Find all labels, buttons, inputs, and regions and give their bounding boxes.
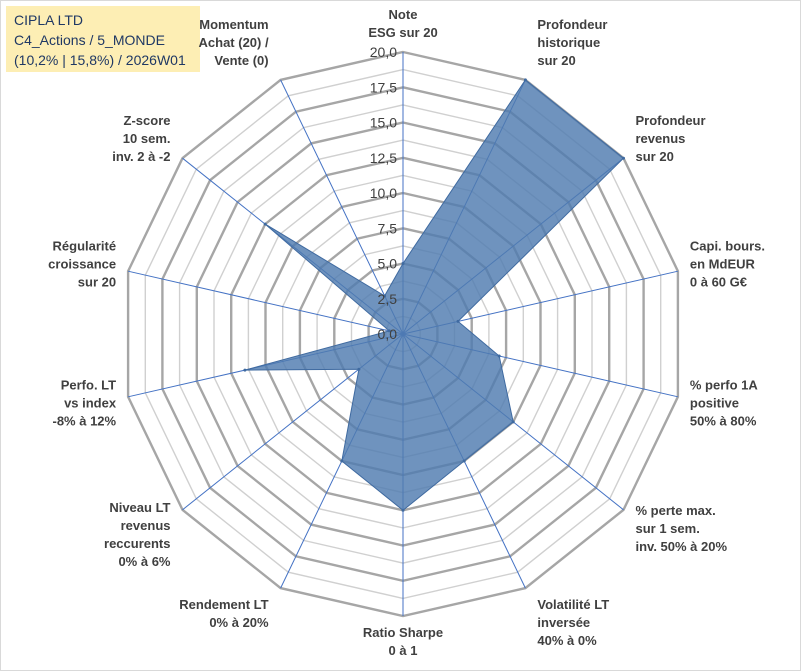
category-label: % perfo 1A positive 50% à 80% bbox=[690, 378, 759, 429]
category-label-line: revenus bbox=[121, 518, 171, 533]
category-label-line: 0 à 60 G€ bbox=[690, 274, 747, 289]
category-label: Régularité croissance sur 20 bbox=[48, 238, 116, 289]
radial-tick-label: 5,0 bbox=[378, 256, 398, 272]
category-label-line: % perte max. bbox=[636, 503, 716, 518]
category-label-line: ESG sur 20 bbox=[368, 25, 437, 40]
data-point bbox=[263, 222, 267, 226]
category-label-line: historique bbox=[537, 35, 600, 50]
category-label: Note ESG sur 20 bbox=[368, 7, 437, 40]
radial-tick-label: 15,0 bbox=[370, 115, 397, 131]
category-label-line: 50% à 80% bbox=[690, 414, 757, 429]
category-label-line: -8% à 12% bbox=[53, 414, 117, 429]
category-label-line: Régularité bbox=[53, 238, 117, 253]
data-point bbox=[456, 319, 460, 323]
category-label-line: Z-score bbox=[124, 113, 171, 128]
category-labels: Note ESG sur 20 Profondeur historique sur 20… bbox=[48, 7, 765, 658]
radial-tick-label: 10,0 bbox=[370, 185, 397, 201]
category-label-line: vs index bbox=[64, 396, 117, 411]
category-label-line: 10 sem. bbox=[123, 131, 171, 146]
axis-spoke bbox=[280, 79, 404, 335]
data-point bbox=[401, 508, 405, 512]
category-label-line: sur 20 bbox=[636, 149, 674, 164]
category-label-line: Vente (0) bbox=[214, 53, 268, 68]
category-label-line: 0 à 1 bbox=[389, 643, 418, 658]
category-label: Ratio Sharpe 0 à 1 bbox=[363, 625, 443, 658]
category-label: Niveau LT revenus reccurents 0% à 6% bbox=[104, 500, 171, 569]
category-label-line: inversée bbox=[537, 615, 590, 630]
category-label-line: Rendement LT bbox=[179, 597, 268, 612]
category-label: Rendement LT 0% à 20% bbox=[179, 597, 269, 630]
category-label-line: Momentum bbox=[199, 17, 268, 32]
category-label-line: 0% à 20% bbox=[209, 615, 269, 630]
data-point bbox=[497, 354, 501, 358]
data-point bbox=[243, 368, 247, 372]
category-label-line: croissance bbox=[48, 256, 116, 271]
category-label-line: Ratio Sharpe bbox=[363, 625, 443, 640]
category-label: Volatilité LT inversée 40% à 0% bbox=[537, 597, 609, 648]
category-label: C4_Actions / 5_MONDE bbox=[14, 32, 165, 48]
data-point bbox=[511, 420, 515, 424]
company-name: CIPLA LTD bbox=[14, 12, 83, 28]
data-area-series bbox=[244, 79, 625, 511]
category-label-line: Note bbox=[389, 7, 418, 22]
category-label-line: % perfo 1A bbox=[690, 378, 759, 393]
category-label-line: Profondeur bbox=[537, 17, 607, 32]
data-point bbox=[387, 329, 391, 333]
category-label-line: Perfo. LT bbox=[61, 378, 116, 393]
radial-ticks: 0,0 2,5 5,0 7,5 10,0 12,5 15,0 17,5 20,0 bbox=[370, 44, 397, 342]
category-label-line: 0% à 6% bbox=[118, 554, 170, 569]
category-label: Capi. bours. en MdEUR 0 à 60 G€ bbox=[690, 238, 765, 289]
radial-tick-label: 12,5 bbox=[370, 150, 397, 166]
category-label-line: Achat (20) / bbox=[199, 35, 269, 50]
category-label: % perte max. sur 1 sem. inv. 50% à 20% bbox=[636, 503, 728, 554]
data-point bbox=[401, 262, 405, 265]
category-label-line: sur 20 bbox=[78, 274, 116, 289]
category-label-line: Niveau LT bbox=[109, 500, 170, 515]
category-label-line: sur 20 bbox=[537, 53, 575, 68]
data-point bbox=[462, 459, 466, 463]
chart-title-box: CIPLA LTD C4_Actions / 5_MONDE (10,2% | … bbox=[6, 6, 200, 72]
category-label-line: inv. 2 à -2 bbox=[112, 149, 170, 164]
performance-label: (10,2% | 15,8%) / 2026W01 bbox=[14, 52, 186, 68]
data-point bbox=[340, 459, 344, 463]
data-point bbox=[383, 294, 387, 298]
category-label: Profondeur revenus sur 20 bbox=[636, 113, 706, 164]
category-label: Z-score 10 sem. inv. 2 à -2 bbox=[112, 113, 170, 164]
category-label: Profondeur historique sur 20 bbox=[537, 17, 607, 68]
radial-tick-label: 0,0 bbox=[378, 326, 398, 342]
category-label-line: en MdEUR bbox=[690, 256, 756, 271]
category-label-line: Profondeur bbox=[636, 113, 706, 128]
axis-spoke bbox=[127, 270, 404, 335]
category-label-line: inv. 50% à 20% bbox=[636, 539, 728, 554]
category-label-line: Volatilité LT bbox=[537, 597, 609, 612]
radial-tick-label: 2,5 bbox=[378, 291, 398, 307]
category-label-line: 40% à 0% bbox=[537, 633, 597, 648]
category-label-line: Capi. bours. bbox=[690, 238, 765, 253]
radial-tick-label: 17,5 bbox=[370, 79, 397, 95]
data-point bbox=[357, 367, 361, 371]
category-label-line: reccurents bbox=[104, 536, 170, 551]
category-label-line: sur 1 sem. bbox=[636, 521, 700, 536]
category-label-line: positive bbox=[690, 396, 739, 411]
radial-tick-label: 20,0 bbox=[370, 44, 397, 60]
radial-tick-label: 7,5 bbox=[378, 220, 398, 236]
category-label: Momentum Achat (20) / Vente (0) bbox=[199, 17, 269, 68]
data-point bbox=[523, 78, 527, 82]
data-point bbox=[622, 156, 625, 160]
category-label-line: revenus bbox=[636, 131, 686, 146]
category-label: Perfo. LT vs index -8% à 12% bbox=[53, 378, 117, 429]
